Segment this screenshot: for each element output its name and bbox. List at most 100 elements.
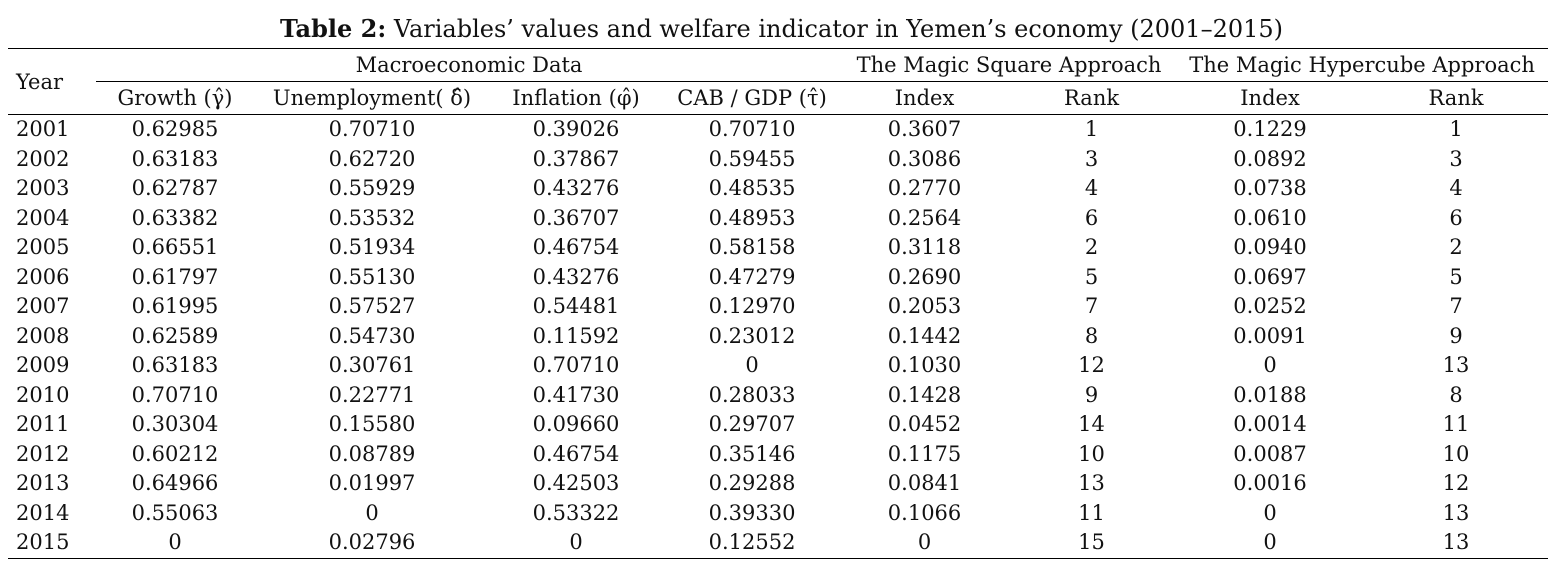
square-index-cell: 0.3607 <box>887 117 962 142</box>
cab-gdp-cell: 0.48953 <box>708 205 796 230</box>
square-rank-cell: 5 <box>1084 264 1099 289</box>
table-row: 2003 0.62787 0.55929 0.43276 0.48535 0.2770 4 0… <box>8 174 1548 204</box>
year-cell: 2014 <box>16 500 70 525</box>
square-index-cell: 0.1428 <box>887 382 962 407</box>
year-cell: 2006 <box>16 264 70 289</box>
hypercube-index-cell: 0 <box>1263 353 1277 378</box>
hypercube-index-cell: 0.1229 <box>1233 117 1307 142</box>
square-index-cell: 0.1442 <box>887 323 962 348</box>
hypercube-index-cell: 0.0252 <box>1233 294 1307 319</box>
magic-square-group-header: The Magic Square Approach <box>842 48 1177 82</box>
unemployment-cell: 0.08789 <box>328 441 416 466</box>
year-cell: 2005 <box>16 235 70 260</box>
inflation-cell: 0.42503 <box>532 471 620 496</box>
table-row: 2006 0.61797 0.55130 0.43276 0.47279 0.2690 5 0… <box>8 263 1548 293</box>
square-rank-cell: 12 <box>1078 353 1105 378</box>
table-row: 2010 0.70710 0.22771 0.41730 0.28033 0.1428 9 0… <box>8 381 1548 411</box>
square-index-cell: 0.1175 <box>887 441 962 466</box>
magic-hypercube-group-header: The Magic Hypercube Approach <box>1176 48 1549 82</box>
cab-gdp-cell: 0.70710 <box>708 117 796 142</box>
table-row: 2002 0.63183 0.62720 0.37867 0.59455 0.3086 3 0… <box>8 145 1548 175</box>
unemployment-cell: 0.01997 <box>328 471 416 496</box>
cab-gdp-cell: 0.28033 <box>708 382 796 407</box>
inflation-cell: 0.39026 <box>532 117 620 142</box>
hypercube-index-cell: 0.0610 <box>1233 205 1307 230</box>
hypercube-rank-cell: 3 <box>1449 146 1463 171</box>
square-rank-cell: 7 <box>1084 294 1099 319</box>
hypercube-index-cell: 0.0091 <box>1233 323 1307 348</box>
square-rank-cell: 3 <box>1084 146 1099 171</box>
inflation-cell: 0.41730 <box>532 382 620 407</box>
unemployment-cell: 0.70710 <box>328 117 416 142</box>
cab-gdp-cell: 0.39330 <box>708 500 796 525</box>
hypercube-rank-cell: 5 <box>1449 264 1463 289</box>
hypercube-rank-header: Rank <box>1428 86 1484 110</box>
square-index-cell: 0.0841 <box>887 471 962 496</box>
growth-cell: 0.60212 <box>131 441 219 466</box>
hypercube-index-header: Index <box>1240 86 1300 110</box>
inflation-cell: 0.11592 <box>532 323 620 348</box>
growth-cell: 0.62985 <box>131 117 219 142</box>
inflation-cell: 0.37867 <box>532 146 620 171</box>
square-rank-header: Rank <box>1064 86 1120 110</box>
square-rank-cell: 8 <box>1084 323 1099 348</box>
year-cell: 2007 <box>16 294 70 319</box>
growth-cell: 0.62787 <box>131 176 219 201</box>
caption-text: Variables’ values and welfare indicator … <box>386 15 1284 43</box>
data-table: Year Macroeconomic Data The Magic Square… <box>8 48 1549 559</box>
unemployment-cell: 0.55130 <box>328 264 416 289</box>
table-row: 2007 0.61995 0.57527 0.54481 0.12970 0.2053 7 0… <box>8 292 1548 322</box>
inflation-cell: 0.36707 <box>532 205 620 230</box>
square-rank-cell: 1 <box>1084 117 1099 142</box>
cab-gdp-cell: 0.23012 <box>708 323 796 348</box>
unemployment-cell: 0 <box>365 500 379 525</box>
growth-cell: 0.63183 <box>131 146 219 171</box>
unemployment-cell: 0.22771 <box>328 382 416 407</box>
growth-cell: 0.30304 <box>131 412 219 437</box>
unemployment-cell: 0.02796 <box>328 530 416 555</box>
unemployment-cell: 0.62720 <box>328 146 416 171</box>
growth-cell: 0.63382 <box>131 205 219 230</box>
cab-gdp-cell: 0 <box>745 353 759 378</box>
inflation-cell: 0.70710 <box>532 353 620 378</box>
growth-cell: 0.61995 <box>131 294 219 319</box>
table-row: 2005 0.66551 0.51934 0.46754 0.58158 0.3118 2 0… <box>8 233 1548 263</box>
growth-cell: 0.64966 <box>131 471 219 496</box>
table-row: 2008 0.62589 0.54730 0.11592 0.23012 0.1442 8 0… <box>8 322 1548 352</box>
unemployment-cell: 0.57527 <box>328 294 416 319</box>
unemployment-cell: 0.54730 <box>328 323 416 348</box>
table-row: 2001 0.62985 0.70710 0.39026 0.70710 0.3607 1 0… <box>8 115 1548 145</box>
table-row: 2011 0.30304 0.15580 0.09660 0.29707 0.0452 14… <box>8 410 1548 440</box>
growth-cell: 0.70710 <box>131 382 219 407</box>
hypercube-rank-cell: 6 <box>1449 205 1463 230</box>
table-row: 2004 0.63382 0.53532 0.36707 0.48953 0.2564 6 0… <box>8 204 1548 234</box>
square-index-cell: 0.2564 <box>887 205 962 230</box>
hypercube-index-cell: 0.0738 <box>1233 176 1307 201</box>
table-row: 2009 0.63183 0.30761 0.70710 0 0.1030 12 0 13 <box>8 351 1548 381</box>
year-cell: 2004 <box>16 205 70 230</box>
table-row: 2013 0.64966 0.01997 0.42503 0.29288 0.0841 13… <box>8 469 1548 499</box>
square-index-cell: 0.3086 <box>887 146 962 171</box>
growth-cell: 0.55063 <box>131 500 219 525</box>
hypercube-index-cell: 0.0014 <box>1233 412 1307 437</box>
year-cell: 2012 <box>16 441 70 466</box>
unemployment-cell: 0.55929 <box>328 176 416 201</box>
inflation-cell: 0.09660 <box>532 412 620 437</box>
hypercube-rank-cell: 9 <box>1449 323 1463 348</box>
table-row: 2014 0.55063 0 0.53322 0.39330 0.1066 11 0 13 <box>8 499 1548 529</box>
year-cell: 2010 <box>16 382 70 407</box>
cab-gdp-cell: 0.47279 <box>708 264 796 289</box>
square-rank-cell: 2 <box>1084 235 1099 260</box>
square-index-cell: 0.2770 <box>887 176 962 201</box>
year-cell: 2003 <box>16 176 70 201</box>
square-rank-cell: 9 <box>1084 382 1099 407</box>
growth-cell: 0.61797 <box>131 264 219 289</box>
year-cell: 2008 <box>16 323 70 348</box>
unemployment-cell: 0.53532 <box>328 205 416 230</box>
square-index-cell: 0.0452 <box>887 412 962 437</box>
growth-cell: 0.62589 <box>131 323 219 348</box>
cab-gdp-cell: 0.58158 <box>708 235 796 260</box>
square-index-cell: 0 <box>917 530 932 555</box>
table-row: 2015 0 0.02796 0 0.12552 0 15 0 13 <box>8 528 1549 558</box>
square-rank-cell: 11 <box>1078 500 1105 525</box>
